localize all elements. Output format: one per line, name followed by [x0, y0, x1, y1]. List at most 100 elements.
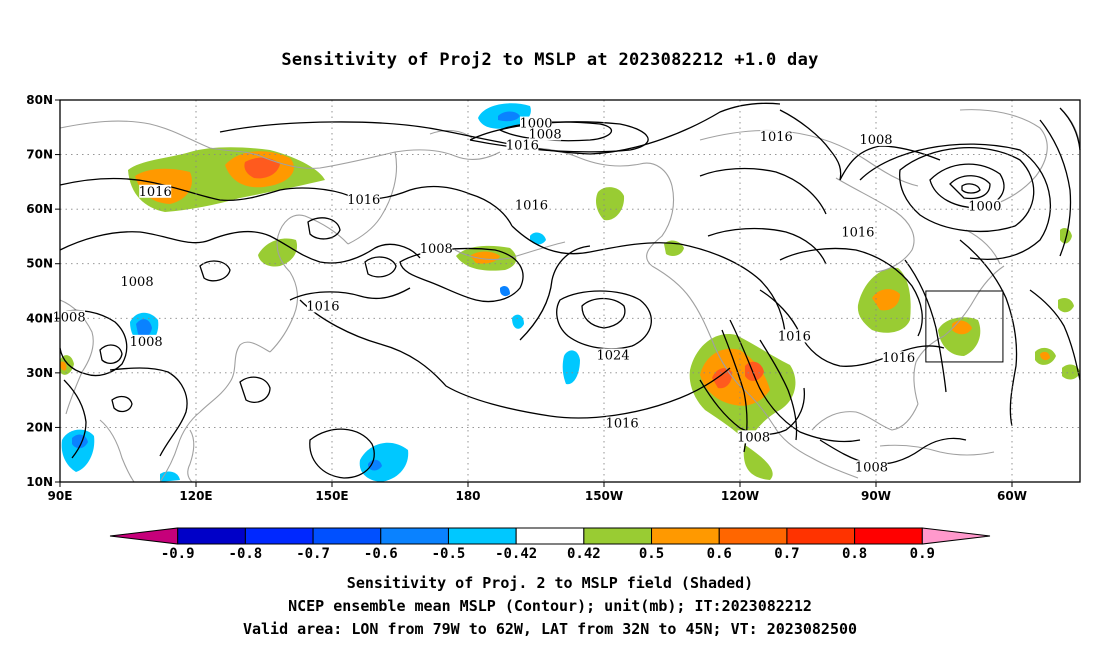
shade-arctic-blue	[498, 111, 520, 122]
shade-pacific-blue3	[500, 286, 510, 297]
lat-tick-label: 30N	[26, 366, 53, 380]
colorbar-label: 0.7	[774, 546, 799, 562]
contour-label-bg	[606, 416, 639, 430]
contour-low-1016	[859, 143, 1052, 261]
coast-kamchatka	[347, 151, 398, 245]
shade-siberia-red	[244, 157, 280, 179]
contour-asia-small-low	[364, 256, 397, 278]
lon-tick-label: 120W	[721, 489, 759, 503]
coast-seasia	[99, 419, 135, 483]
contour-bering-small	[307, 217, 341, 240]
contour-label: 1016	[515, 198, 548, 213]
contour-wpac-small	[239, 376, 271, 403]
colorbar-segment	[312, 527, 382, 545]
shade-mexico-red	[712, 368, 733, 389]
contour-label: 1016	[347, 193, 380, 208]
contour-label: 1016	[306, 299, 339, 314]
contour-ne-atlantic-2	[1039, 119, 1072, 257]
contour-label-bg	[529, 127, 562, 141]
lon-tick-label: 150E	[315, 489, 348, 503]
contour-eus-1016	[779, 247, 923, 337]
contour-label-bg	[347, 192, 380, 206]
colorbar-segment	[651, 527, 720, 545]
colorbar-min-triangle	[109, 527, 179, 545]
lat-tick-label: 60N	[26, 202, 53, 216]
contour-mexico-trough2	[759, 339, 798, 441]
contour-north-canada-1016	[779, 109, 842, 181]
chart-title: Sensitivity of Proj2 to MSLP at 20230822…	[281, 50, 819, 70]
contour-label: 1016	[882, 351, 915, 366]
contour-low-1008	[899, 147, 1035, 233]
contour-label-bg	[130, 334, 163, 348]
shade-wpac-cyan	[359, 442, 409, 482]
lat-tick-label: 70N	[26, 148, 53, 162]
colorbar-label: 0.42	[567, 546, 601, 562]
contour-label-bg	[597, 348, 630, 362]
contour-label: 1008	[121, 275, 154, 290]
contour-india-small	[111, 395, 133, 413]
colorbar-label: -0.8	[229, 546, 263, 562]
shade-china-blue	[136, 319, 152, 338]
map-frame	[59, 99, 1081, 483]
colorbar-segment	[244, 527, 314, 545]
shade-atl3-green	[1058, 298, 1074, 313]
contour-greenland-1008	[839, 145, 941, 181]
contour-label-bg	[882, 351, 915, 365]
contour-label: 1016	[139, 185, 172, 200]
contour-label-bg	[515, 198, 548, 212]
contour-eus-1016-b	[759, 289, 945, 367]
contour-china-1016	[109, 367, 188, 457]
coast-hudson	[835, 177, 915, 273]
shade-pacific-cyan1	[562, 350, 580, 385]
lat-tick-label: 50N	[26, 257, 53, 271]
contour-label: 1016	[760, 130, 793, 145]
coast-japan	[269, 271, 299, 353]
colorbar-segment	[854, 527, 923, 545]
contour-label: 1016	[841, 226, 874, 241]
colorbar-label: -0.42	[495, 546, 537, 562]
caption-contour: NCEP ensemble mean MSLP (Contour); unit(…	[288, 597, 812, 615]
coast-mexico	[737, 383, 859, 479]
map-axes: 90E 120E 150E 180 150W 120W 90W 60W 10N 20N 30N 40N…	[26, 93, 1027, 503]
contour-label: 1000	[968, 200, 1001, 215]
contour-pacific-high-1016-c	[519, 245, 591, 341]
contour-label-bg	[121, 274, 154, 288]
shade-pacific-cyan2	[512, 314, 524, 329]
contour-mexico-1016	[729, 319, 861, 443]
colorbar-label: -0.7	[296, 546, 330, 562]
contour-canada-1016-b	[707, 227, 827, 265]
colorbar-label: -0.9	[161, 546, 195, 562]
coast-florida	[913, 335, 945, 405]
coast-arctic-canada	[699, 129, 919, 187]
coast-okhotsk	[276, 214, 349, 273]
contour-aleutian-1016	[289, 287, 411, 301]
contour-label: 1008	[130, 335, 163, 350]
lon-tick-label: 60W	[997, 489, 1027, 503]
contour-low-1000-c	[961, 183, 981, 194]
contour-label-bg	[506, 138, 539, 152]
contour-label: 1016	[606, 417, 639, 432]
contour-label-bg	[860, 132, 892, 146]
contour-pacific-high-1016-a	[511, 225, 787, 341]
colorbar-segment	[786, 527, 856, 545]
lat-tick-label: 40N	[26, 311, 53, 325]
contour-arctic-1016	[219, 102, 781, 155]
coast-caribbean	[879, 444, 995, 456]
coast-gulf	[811, 403, 919, 431]
caption-shaded: Sensitivity of Proj. 2 to MSLP field (Sh…	[346, 574, 754, 592]
contour-label-bg	[139, 184, 172, 198]
lat-tick-label: 10N	[26, 475, 53, 489]
contour-siberia-1016	[59, 177, 513, 227]
contour-label-bg	[420, 242, 453, 256]
contour-label: 1008	[53, 310, 86, 325]
contour-label: 1024	[597, 348, 630, 363]
contour-aleutian-low	[399, 247, 524, 303]
contour-label: 1016	[778, 329, 811, 344]
lon-tick-label: 150W	[585, 489, 623, 503]
coast-aleutians	[454, 241, 566, 261]
colorbar-segment	[515, 527, 585, 545]
colorbar-label: 0.8	[842, 546, 867, 562]
